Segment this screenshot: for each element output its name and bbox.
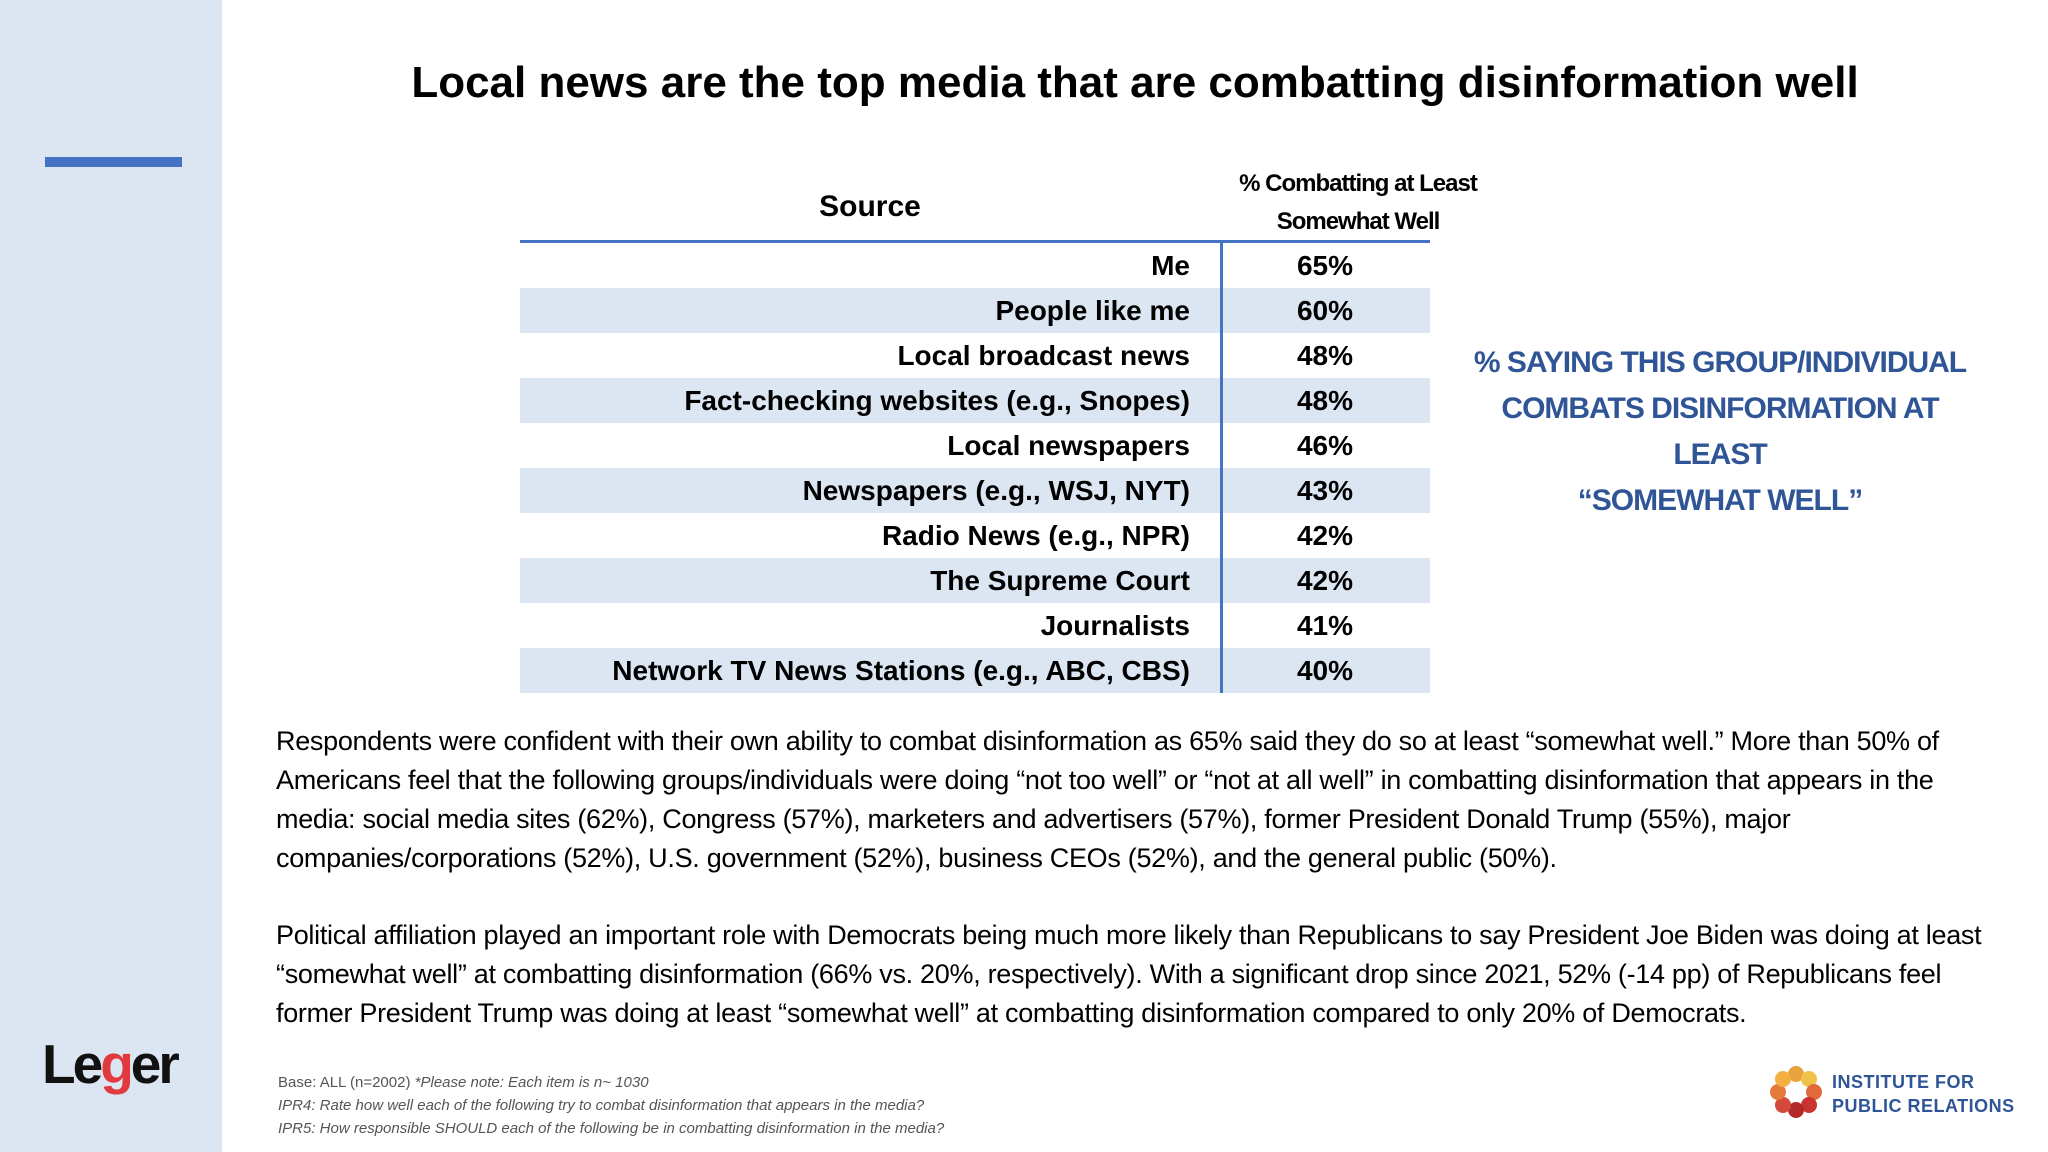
table-header-rule <box>520 240 1430 243</box>
row-value: 48% <box>1296 340 1354 371</box>
row-value: 60% <box>1296 295 1354 326</box>
row-label: Local newspapers <box>947 430 1190 461</box>
footnote-base-line: Base: ALL (n=2002) *Please note: Each it… <box>278 1071 1278 1094</box>
table-header-source: Source <box>819 190 921 223</box>
table-row: Fact-checking websites (e.g., Snopes) 48% <box>520 378 1430 423</box>
footnote-question-2: IPR5: How responsible SHOULD each of the… <box>278 1120 945 1137</box>
table-header-value-line1: % Combatting at Least <box>1239 170 1478 197</box>
ipr-logo-line2: PUBLIC RELATIONS <box>1832 1096 2015 1116</box>
table-header-value: % Combatting at Least Somewhat Well <box>1208 165 1508 241</box>
row-label: Me <box>1151 250 1190 281</box>
table-row: The Supreme Court 42% <box>520 558 1430 603</box>
ipr-logo-line1: INSTITUTE FOR <box>1832 1072 1975 1092</box>
row-label: Newspapers (e.g., WSJ, NYT) <box>802 475 1190 506</box>
table-row: People like me 60% <box>520 288 1430 333</box>
left-sidebar-panel <box>0 0 222 1152</box>
row-value: 42% <box>1296 520 1354 551</box>
sidebar-accent-bar <box>45 157 182 167</box>
row-value: 46% <box>1296 430 1354 461</box>
row-value: 42% <box>1296 565 1354 596</box>
row-label: The Supreme Court <box>930 565 1190 596</box>
slide-title: Local news are the top media that are co… <box>411 58 1859 107</box>
row-label: People like me <box>995 295 1190 326</box>
summary-paragraph-2: Political affiliation played an importan… <box>276 920 1982 1028</box>
leger-logo-part: Le <box>42 1033 103 1095</box>
footnote-note: *Please note: Each item is n~ 1030 <box>414 1074 649 1091</box>
table-row: Network TV News Stations (e.g., ABC, CBS… <box>520 648 1430 693</box>
row-value: 40% <box>1296 655 1354 686</box>
row-label: Radio News (e.g., NPR) <box>881 520 1190 551</box>
row-label: Local broadcast news <box>897 340 1190 371</box>
leger-logo: Leger <box>42 1032 180 1096</box>
leger-logo-g: g <box>100 1033 134 1095</box>
results-table: Source % Combatting at Least Somewhat We… <box>520 160 1520 700</box>
ipr-logo-text: INSTITUTE FOR PUBLIC RELATIONS <box>1832 1070 2015 1118</box>
table-row: Journalists 41% <box>520 603 1430 648</box>
row-label: Network TV News Stations (e.g., ABC, CBS… <box>612 655 1190 686</box>
callout-line: % SAYING THIS GROUP/INDIVIDUAL <box>1473 346 1967 379</box>
table-header-value-line2: Somewhat Well <box>1276 208 1441 235</box>
row-value: 43% <box>1296 475 1354 506</box>
row-label: Fact-checking websites (e.g., Snopes) <box>684 385 1190 416</box>
footnotes: Base: ALL (n=2002) *Please note: Each it… <box>278 1071 1278 1140</box>
leger-logo-part: er <box>130 1033 180 1095</box>
table-body: Me 65% People like me 60% Local broadcast ne… <box>520 243 1430 693</box>
table-row: Local newspapers 46% <box>520 423 1430 468</box>
table-row: Newspapers (e.g., WSJ, NYT) 43% <box>520 468 1430 513</box>
table-column-divider <box>1220 243 1223 693</box>
ipr-logo: INSTITUTE FOR PUBLIC RELATIONS <box>1766 1062 2036 1122</box>
table-row: Radio News (e.g., NPR) 42% <box>520 513 1430 558</box>
summary-paragraph-1: Respondents were confident with their ow… <box>276 726 1939 873</box>
callout-text: % SAYING THIS GROUP/INDIVIDUAL COMBATS D… <box>1460 340 1980 524</box>
ipr-logo-mark-icon <box>1770 1066 1822 1118</box>
footnote-base: Base: ALL (n=2002) <box>278 1074 411 1091</box>
table-row: Local broadcast news 48% <box>520 333 1430 378</box>
row-value: 41% <box>1296 610 1354 641</box>
row-label: Journalists <box>1040 610 1190 641</box>
row-value: 65% <box>1296 250 1354 281</box>
callout-line: COMBATS DISINFORMATION AT LEAST <box>1501 392 1939 471</box>
table-row: Me 65% <box>520 243 1430 288</box>
row-value: 48% <box>1296 385 1354 416</box>
callout-line: “SOMEWHAT WELL” <box>1577 484 1863 517</box>
footnote-question-1: IPR4: Rate how well each of the followin… <box>278 1097 925 1114</box>
